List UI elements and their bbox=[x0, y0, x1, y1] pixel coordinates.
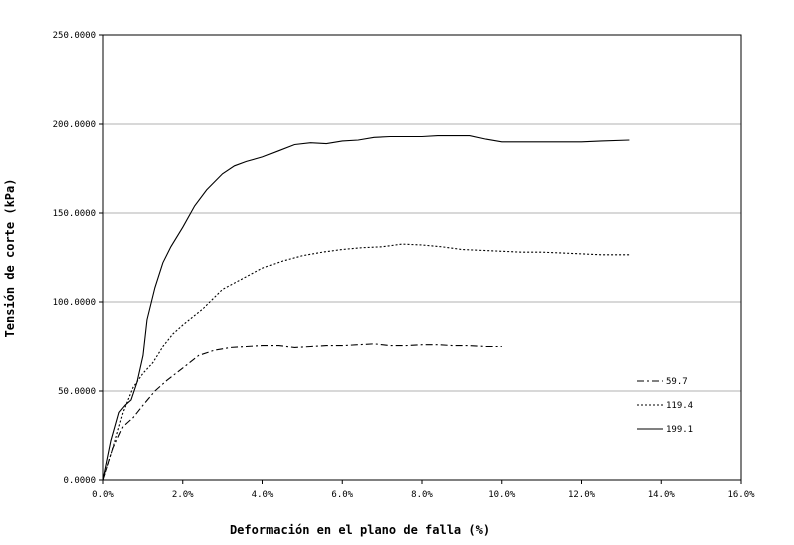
legend-label: 119.4 bbox=[666, 401, 693, 411]
x-tick-label: 0.0% bbox=[92, 490, 114, 500]
series-line-3 bbox=[102, 135, 630, 481]
legend-label: 59.7 bbox=[666, 377, 688, 387]
y-axis-ticks: 0.0000 50.0000 100.0000 150.0000 200.0000 250… bbox=[53, 31, 103, 486]
y-tick-label: 250.0000 bbox=[53, 31, 96, 41]
series-line-2 bbox=[102, 243, 630, 481]
x-tick-label: 2.0% bbox=[172, 490, 194, 500]
legend-label: 199.1 bbox=[666, 425, 693, 435]
gridlines bbox=[103, 123, 741, 392]
y-tick-label: 150.0000 bbox=[53, 209, 96, 219]
series-lines bbox=[102, 135, 630, 481]
x-tick-label: 12.0% bbox=[568, 490, 596, 500]
x-tick-label: 4.0% bbox=[252, 490, 274, 500]
y-tick-label: 100.0000 bbox=[53, 298, 96, 308]
x-axis-title: Deformación en el plano de falla (%) bbox=[230, 523, 490, 537]
y-tick-label: 50.0000 bbox=[58, 387, 96, 397]
plot-area bbox=[102, 34, 742, 481]
y-axis-title: Tensión de corte (kPa) bbox=[3, 179, 17, 338]
x-tick-label: 6.0% bbox=[331, 490, 353, 500]
x-tick-label: 16.0% bbox=[727, 490, 755, 500]
series-line-1 bbox=[102, 343, 502, 481]
x-tick-label: 14.0% bbox=[648, 490, 676, 500]
y-tick-label: 200.0000 bbox=[53, 120, 96, 130]
x-axis-ticks: 0.0% 2.0% 4.0% 6.0% 8.0% 10.0% 12.0% 14.0% 16.0% bbox=[92, 480, 755, 500]
x-tick-label: 10.0% bbox=[488, 490, 516, 500]
y-tick-label: 0.0000 bbox=[63, 476, 96, 486]
legend: 59.7 119.4 199.1 bbox=[637, 377, 693, 435]
x-tick-label: 8.0% bbox=[411, 490, 433, 500]
